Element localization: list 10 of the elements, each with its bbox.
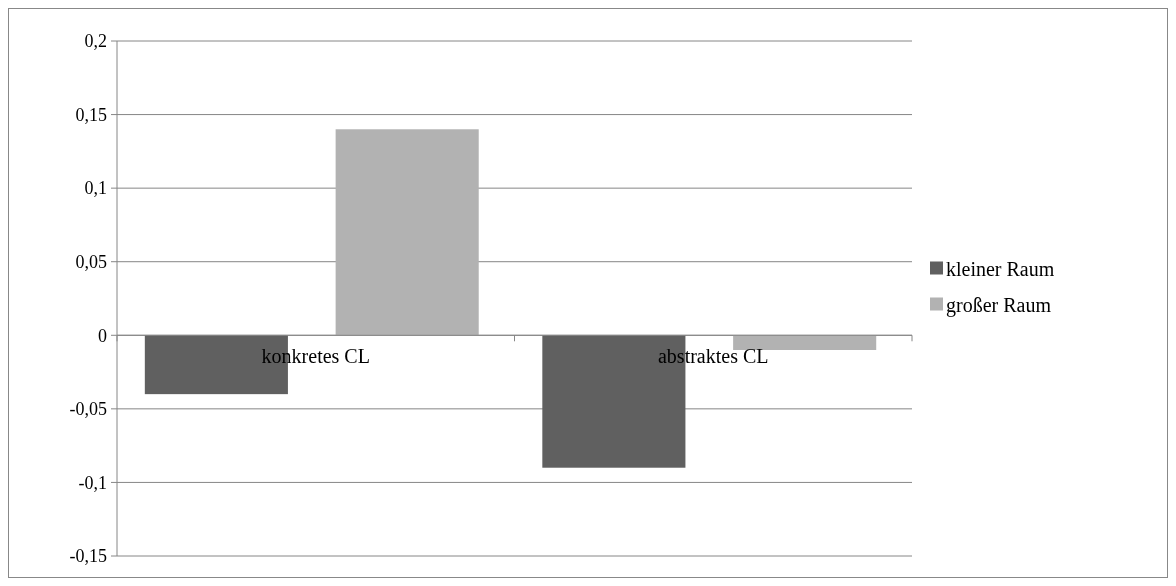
y-tick-label: 0,2 (84, 31, 107, 52)
legend-label: kleiner Raum (946, 257, 1055, 280)
y-tick-label: 0 (98, 325, 107, 346)
y-tick-label: -0,1 (78, 472, 107, 493)
legend-label: großer Raum (946, 293, 1052, 317)
y-tick-label: 0,1 (84, 178, 107, 199)
y-tick-label: -0,15 (69, 546, 107, 567)
y-tick-label: 0,15 (75, 104, 107, 125)
y-tick-label: 0,05 (75, 252, 107, 273)
y-tick-label: -0,05 (69, 399, 107, 420)
